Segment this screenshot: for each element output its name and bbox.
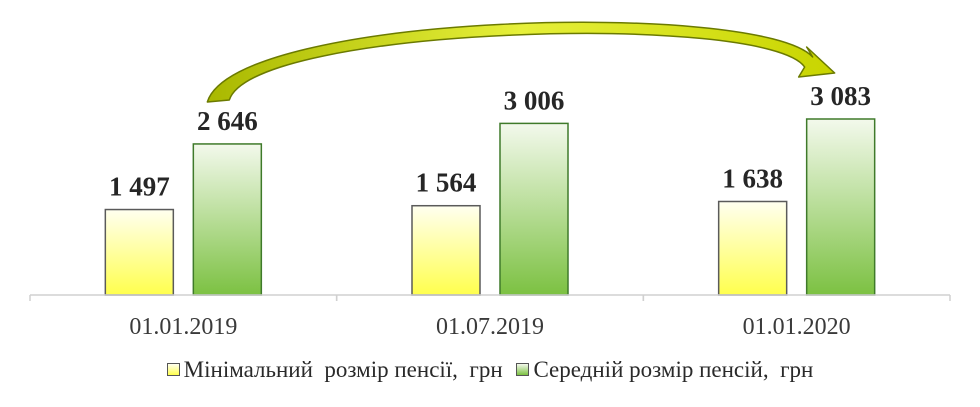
x-tick-label: 01.01.2020 — [743, 314, 851, 340]
bar-chart: 1 497 2 646 1 564 3 006 1 638 3 083 01.01.201… — [29, 21, 951, 340]
legend-item-avg: Середній розмір пенсій, грн — [516, 357, 813, 383]
arrow-shape — [206, 21, 836, 103]
bar-min — [411, 204, 481, 296]
data-label: 2 646 — [197, 106, 258, 136]
legend-swatch-avg — [516, 363, 530, 376]
bar-min — [717, 200, 788, 296]
legend-item-min: Мінімальний розмір пенсії, грн — [166, 356, 503, 383]
legend-label-min: Мінімальний розмір пенсії, грн — [183, 356, 503, 382]
bar-avg — [805, 118, 876, 296]
data-label: 1 564 — [416, 168, 477, 198]
x-axis: 01.01.2019 01.07.2019 01.01.2020 — [29, 294, 951, 340]
bar-min — [104, 208, 175, 296]
x-tick-label: 01.07.2019 — [436, 314, 544, 340]
legend: Мінімальний розмір пенсії, грн Середній … — [0, 356, 980, 383]
x-tick-label: 01.01.2019 — [129, 314, 237, 340]
bar-avg — [192, 143, 263, 296]
data-label: 3 083 — [810, 81, 871, 111]
legend-label-avg: Середній розмір пенсій, грн — [533, 356, 814, 382]
data-label: 3 006 — [504, 85, 565, 115]
bars: 1 497 2 646 1 564 3 006 1 638 3 083 — [104, 81, 876, 296]
data-label: 1 638 — [722, 163, 783, 193]
bar-avg — [499, 122, 569, 296]
data-label: 1 497 — [109, 172, 170, 202]
legend-swatch-min — [166, 363, 180, 376]
growth-arrow — [206, 21, 836, 103]
